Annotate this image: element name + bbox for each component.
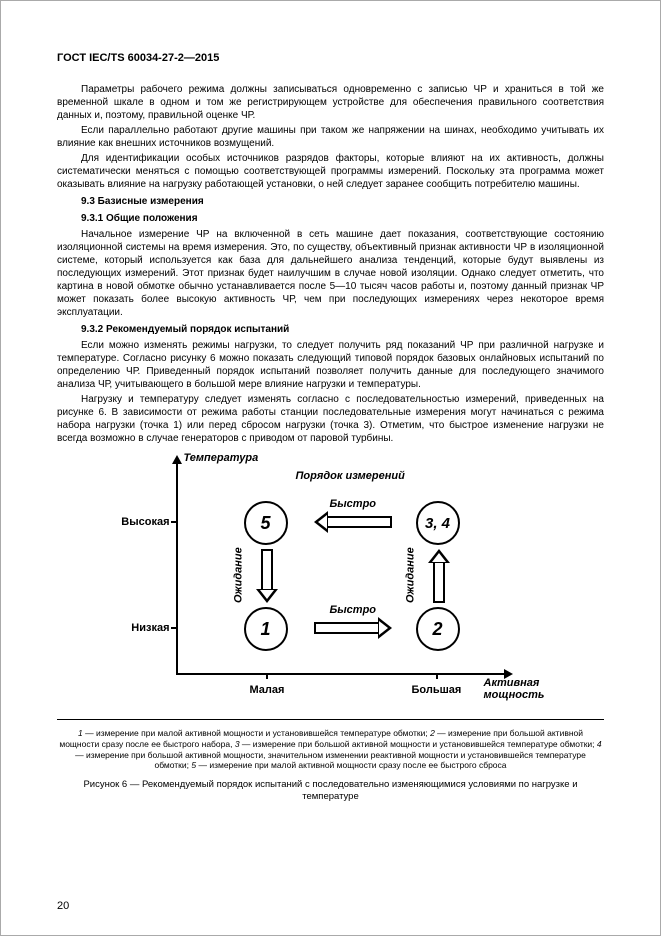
x-tick-high: Большая <box>412 683 462 697</box>
node-2: 2 <box>416 607 460 651</box>
arrow-up-icon <box>430 549 448 603</box>
node-5: 5 <box>244 501 288 545</box>
x-tick <box>436 673 438 679</box>
node-label: 2 <box>432 618 442 641</box>
y-tick-low: Низкая <box>131 621 169 635</box>
separator <box>57 719 604 720</box>
paragraph: Начальное измерение ЧР на включенной в с… <box>57 228 604 319</box>
x-tick <box>266 673 268 679</box>
arrow-bottom-label: Быстро <box>330 603 377 617</box>
figure-legend: 1 — измерение при малой активной мощност… <box>57 728 604 771</box>
paragraph: Нагрузку и температуру следует изменять … <box>57 393 604 445</box>
x-tick-low: Малая <box>250 683 285 697</box>
arrow-left-icon <box>314 513 392 531</box>
y-tick-high: Высокая <box>121 515 169 529</box>
paragraph: Для идентификации особых источников разр… <box>57 152 604 191</box>
heading-9-3-1: 9.3.1 Общие положения <box>57 212 604 225</box>
node-3-4: 3, 4 <box>416 501 460 545</box>
figure-caption: Рисунок 6 — Рекомендуемый порядок испыта… <box>57 779 604 804</box>
page-number: 20 <box>57 899 69 913</box>
arrow-down-icon <box>258 549 276 603</box>
node-label: 5 <box>260 512 270 535</box>
y-axis <box>176 463 178 673</box>
node-label: 3, 4 <box>425 514 450 534</box>
y-tick <box>171 521 177 523</box>
chart-title: Порядок измерений <box>296 469 405 483</box>
heading-9-3-2: 9.3.2 Рекомендуемый порядок испытаний <box>57 323 604 336</box>
measurement-order-diagram: Температура Порядок измерений Высокая Ни… <box>116 451 546 711</box>
y-tick <box>171 627 177 629</box>
x-axis <box>176 673 506 675</box>
node-label: 1 <box>260 618 270 641</box>
paragraph: Если параллельно работают другие машины … <box>57 124 604 150</box>
paragraph: Если можно изменять режимы нагрузки, то … <box>57 339 604 391</box>
heading-9-3: 9.3 Базисные измерения <box>57 195 604 208</box>
arrow-left-label: Ожидание <box>231 548 245 604</box>
page: ГОСТ IEC/TS 60034-27-2—2015 Параметры ра… <box>0 0 661 936</box>
paragraph: Параметры рабочего режима должны записыв… <box>57 83 604 122</box>
arrow-top-label: Быстро <box>330 497 377 511</box>
y-axis-arrow-icon <box>172 455 182 464</box>
document-id: ГОСТ IEC/TS 60034-27-2—2015 <box>57 51 604 65</box>
node-1: 1 <box>244 607 288 651</box>
y-axis-label: Температура <box>184 451 259 465</box>
arrow-right-label: Ожидание <box>403 548 417 604</box>
arrow-right-icon <box>314 619 392 637</box>
x-axis-label: Активная мощность <box>484 677 554 701</box>
